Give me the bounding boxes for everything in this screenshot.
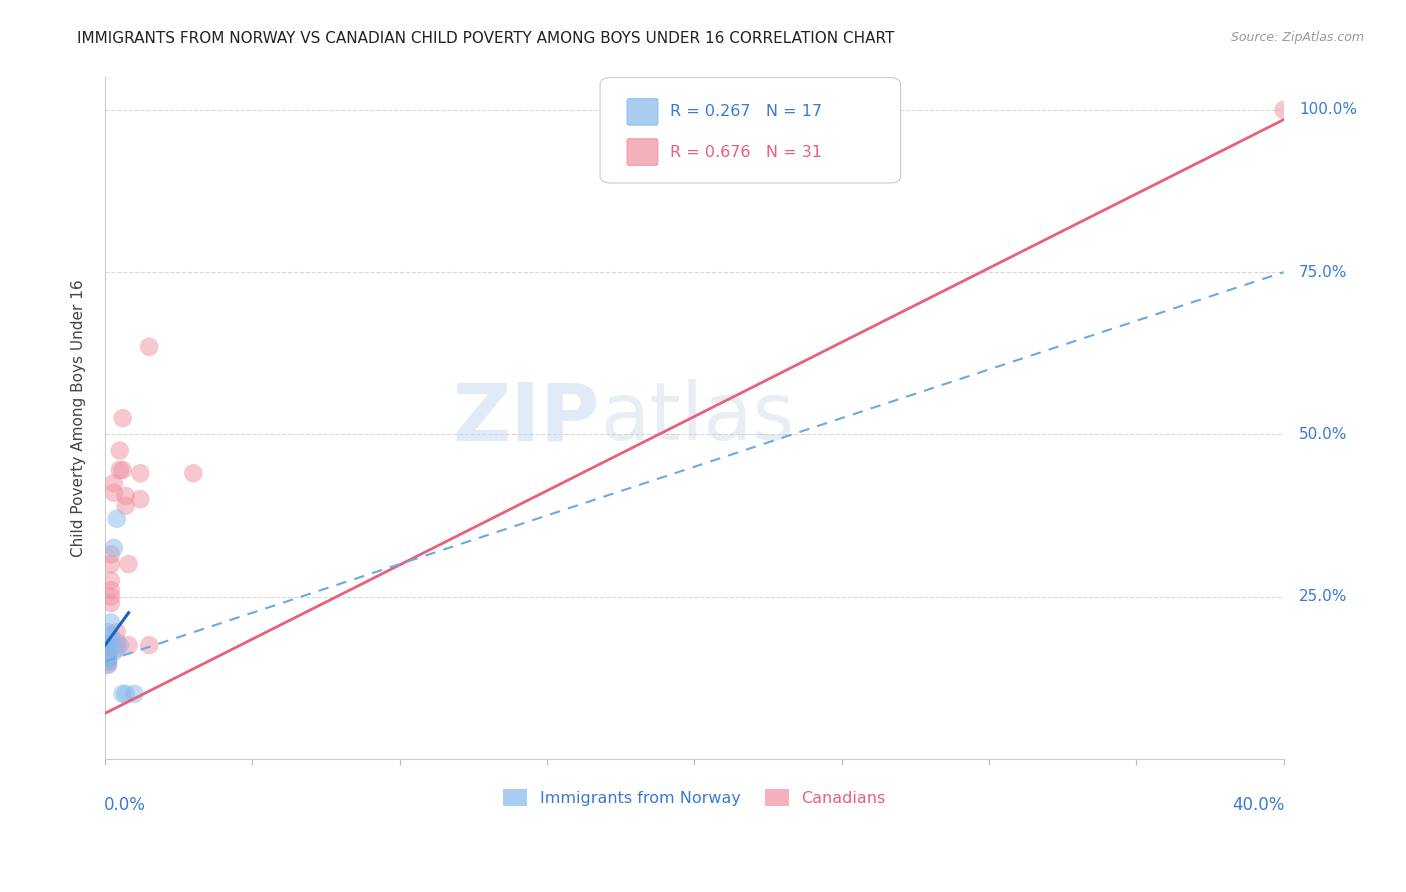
Point	[97, 645, 120, 659]
Point	[97, 657, 120, 672]
Point	[124, 687, 146, 701]
Point	[114, 499, 136, 513]
Text: Source: ZipAtlas.com: Source: ZipAtlas.com	[1230, 31, 1364, 45]
Point	[111, 411, 134, 425]
Text: R = 0.676   N = 31: R = 0.676 N = 31	[669, 145, 821, 160]
Text: IMMIGRANTS FROM NORWAY VS CANADIAN CHILD POVERTY AMONG BOYS UNDER 16 CORRELATION: IMMIGRANTS FROM NORWAY VS CANADIAN CHILD…	[77, 31, 894, 46]
Point	[100, 628, 122, 642]
Point	[105, 625, 128, 640]
Point	[138, 638, 160, 652]
Point	[108, 463, 131, 477]
Point	[100, 548, 122, 562]
Point	[100, 615, 122, 630]
Point	[100, 596, 122, 610]
Text: 75.0%: 75.0%	[1299, 265, 1347, 279]
Point	[97, 655, 120, 669]
Point	[97, 645, 120, 659]
Point	[100, 557, 122, 571]
Point	[103, 475, 125, 490]
Point	[100, 590, 122, 604]
Point	[138, 340, 160, 354]
Point	[103, 541, 125, 555]
Point	[100, 635, 122, 649]
Point	[105, 641, 128, 656]
Point	[105, 511, 128, 525]
Y-axis label: Child Poverty Among Boys Under 16: Child Poverty Among Boys Under 16	[72, 279, 86, 557]
Point	[108, 443, 131, 458]
Point	[97, 657, 120, 672]
Point	[117, 638, 139, 652]
Point	[103, 645, 125, 659]
Text: atlas: atlas	[600, 379, 794, 457]
FancyBboxPatch shape	[600, 78, 901, 183]
Text: 100.0%: 100.0%	[1299, 103, 1357, 118]
Point	[97, 651, 120, 665]
Text: 40.0%: 40.0%	[1233, 797, 1285, 814]
Text: R = 0.267   N = 17: R = 0.267 N = 17	[669, 104, 821, 120]
Point	[129, 467, 152, 481]
Point	[97, 625, 120, 640]
Point	[97, 655, 120, 669]
Point	[117, 557, 139, 571]
Point	[114, 687, 136, 701]
Text: 0.0%: 0.0%	[104, 797, 146, 814]
Point	[129, 492, 152, 507]
Point	[111, 463, 134, 477]
Text: 25.0%: 25.0%	[1299, 589, 1347, 604]
Text: 50.0%: 50.0%	[1299, 427, 1347, 442]
FancyBboxPatch shape	[627, 139, 658, 165]
Point	[1272, 103, 1295, 117]
Point	[183, 467, 205, 481]
Point	[97, 641, 120, 656]
Point	[97, 638, 120, 652]
Legend: Immigrants from Norway, Canadians: Immigrants from Norway, Canadians	[496, 783, 891, 812]
Point	[111, 687, 134, 701]
Point	[114, 489, 136, 503]
Point	[100, 574, 122, 588]
Point	[100, 583, 122, 598]
Text: ZIP: ZIP	[453, 379, 600, 457]
FancyBboxPatch shape	[627, 98, 658, 125]
Point	[97, 638, 120, 652]
Point	[103, 485, 125, 500]
Point	[97, 648, 120, 662]
Point	[97, 651, 120, 665]
Point	[108, 638, 131, 652]
Point	[105, 635, 128, 649]
